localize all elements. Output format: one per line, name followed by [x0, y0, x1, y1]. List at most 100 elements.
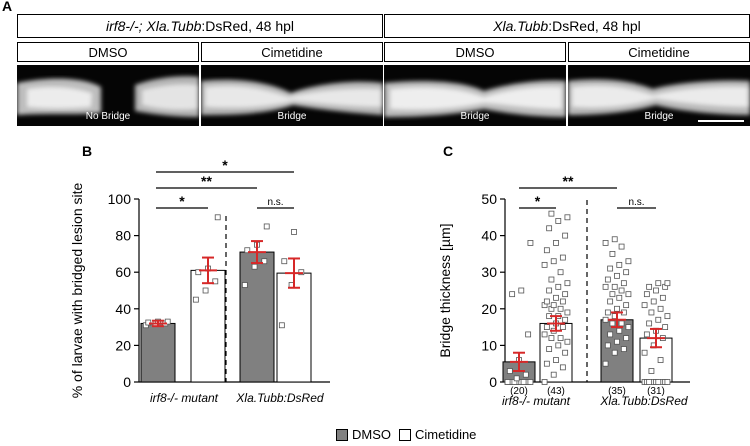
micrograph-1-label: No Bridge [85, 111, 131, 122]
group-header-left-suffix: :DsRed, 48 hpl [201, 18, 295, 34]
chart-c-point-1-30 [564, 280, 571, 287]
chart-c-point-2-1 [611, 349, 618, 356]
micrograph-1-image [17, 76, 199, 117]
chart-c-point-2-0 [602, 360, 609, 367]
group-header-right-suffix: :DsRed, 48 hpl [548, 18, 641, 34]
chart-b-point-2-5 [263, 223, 270, 230]
chart-c-point-2-8 [625, 324, 632, 331]
chart-c-point-3-25 [643, 291, 650, 298]
chart-c-point-3-19 [664, 313, 671, 320]
chart-c-point-2-32 [618, 243, 625, 250]
chart-c-point-3-16 [662, 324, 669, 331]
chart-c-ytick-label-2: 20 [481, 301, 497, 317]
chart-b: 0 20 40 60 80 100 % of larvae with bridged les… [69, 157, 330, 405]
chart-c-point-1-21 [557, 305, 564, 312]
chart-c-point-1-19 [564, 309, 571, 316]
chart-c-point-3-30 [664, 280, 671, 287]
chart-b-sig-label-1: ** [201, 173, 212, 189]
chart-c-point-3-8 [664, 379, 671, 385]
chart-c-n-label-0: (20) [510, 386, 528, 397]
chart-c-point-2-19 [625, 291, 632, 298]
chart-c-point-1-35 [559, 254, 566, 261]
chart-c-point-3-10 [657, 357, 664, 363]
chart-c-point-2-11 [602, 316, 609, 323]
chart-c-point-1-23 [550, 302, 557, 309]
chart-c-n-label-1: (43) [547, 386, 565, 397]
chart-b-sig-label-2: * [222, 157, 228, 173]
micrograph-3-image [384, 80, 566, 117]
chart-b-ytick-label-1: 20 [115, 337, 131, 353]
chart-b-point-0-5 [164, 318, 171, 325]
chart-b-point-2-0 [241, 282, 248, 288]
chart-b-point-1-3 [195, 269, 202, 276]
chart-c-point-3-23 [650, 298, 657, 305]
chart-b-point-3-3 [281, 258, 288, 265]
chart-c-point-3-26 [653, 287, 659, 294]
chart-c-point-1-41 [564, 214, 571, 221]
chart-b-ytick-label-4: 80 [115, 228, 131, 244]
treatment-header-4: Cimetidine [568, 42, 750, 62]
chart-c-point-1-0 [541, 379, 548, 385]
chart-b-bar-1 [190, 269, 226, 383]
chart-c-point-1-26 [553, 294, 559, 301]
chart-c-point-3-28 [646, 283, 653, 290]
micrograph-2-image [201, 79, 383, 115]
chart-c-point-2-28 [607, 265, 614, 272]
treatment-header-2: Cimetidine [201, 42, 383, 62]
chart-c-point-2-24 [620, 280, 627, 287]
chart-c-point-0-19 [527, 240, 534, 246]
chart-b-group-label-1: Xla.Tubb:DsRed [235, 391, 323, 405]
chart-b-point-2-1 [251, 263, 258, 270]
chart-c-point-3-6 [646, 379, 653, 385]
chart-c-point-3-29 [655, 280, 662, 287]
chart-c-point-3-21 [657, 305, 664, 312]
chart-c-point-1-6 [546, 346, 553, 352]
micrograph-3: Bridge [384, 65, 566, 126]
chart-c-point-1-3 [543, 360, 550, 367]
chart-c-point-1-36 [543, 247, 550, 254]
chart-c-point-1-8 [564, 338, 571, 345]
chart-c-point-1-42 [548, 210, 555, 217]
micrograph-1: No Bridge [17, 65, 199, 126]
chart-c-point-1-40 [555, 218, 562, 224]
chart-c-point-1-16 [562, 316, 569, 323]
group-header-right: Xla.Tubb:DsRed, 48 hpl [384, 14, 750, 38]
chart-c-sig-label-0: * [535, 193, 541, 209]
legend-swatch-cimetidine [399, 428, 411, 441]
panel-label-a: A [2, 0, 13, 14]
group-header-left: irf8-/-; Xla.Tubb:DsRed, 48 hpl [17, 14, 383, 38]
chart-c-point-1-39 [546, 225, 553, 232]
chart-c-point-1-2 [559, 364, 566, 371]
chart-c-n-label-2: (35) [608, 386, 626, 397]
chart-c-point-1-33 [541, 261, 548, 268]
chart-b-bar-2 [239, 251, 275, 383]
treatment-header-1: DMSO [17, 42, 199, 62]
chart-c-point-0-12 [513, 375, 520, 382]
chart-c-point-2-15 [614, 305, 620, 312]
chart-b-point-1-0 [192, 296, 199, 303]
chart-c-point-0-10 [520, 379, 527, 385]
chart-c-point-2-21 [618, 287, 625, 294]
chart-c-point-0-14 [506, 368, 513, 374]
chart-c-point-2-9 [609, 320, 616, 327]
chart-c-point-2-16 [623, 302, 630, 309]
chart-b-group-label-0: irf8-/- mutant [150, 391, 219, 405]
micrograph-2-label: Bridge [277, 111, 307, 122]
chart-c-point-2-10 [618, 320, 625, 327]
chart-c-ytick-label-5: 50 [481, 191, 497, 207]
chart-c-n-label-3: (31) [647, 386, 665, 397]
chart-c-point-2-20 [609, 291, 616, 298]
chart-b-ytick-label-5: 100 [108, 191, 132, 207]
chart-c-point-0-18 [518, 287, 525, 294]
chart-c-point-2-18 [616, 294, 623, 301]
chart-c-point-3-22 [641, 302, 648, 309]
legend-label-dmso: DMSO [352, 427, 391, 442]
legend: DMSO Cimetidine [336, 427, 476, 442]
chart-c-ylabel: Bridge thickness [µm] [437, 223, 453, 357]
chart-c-point-1-24 [559, 298, 566, 305]
chart-c-point-2-7 [616, 327, 623, 334]
chart-c-sig-label-1: ** [563, 173, 574, 189]
chart-c-point-3-18 [655, 316, 662, 323]
chart-c-point-1-11 [541, 331, 548, 338]
chart-c-ytick-label-3: 30 [481, 264, 497, 280]
